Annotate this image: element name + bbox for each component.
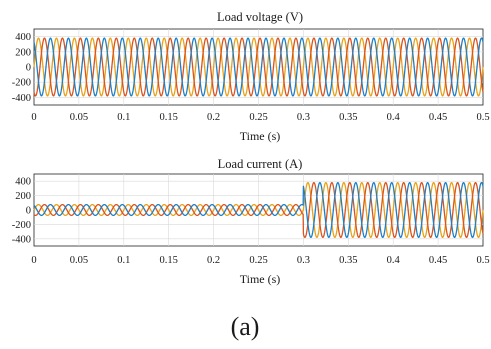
y-tick-label: -400 [12,93,31,104]
y-tick-label: -200 [12,220,31,231]
current-y-ticks: 400 200 0 -200 -400 [12,177,31,246]
y-tick-label: 200 [15,191,31,202]
x-tick-label: 0.4 [387,255,401,266]
x-tick-label: 0.3 [297,112,310,123]
x-tick-label: 0.45 [429,112,447,123]
current-trace-3 [33,181,484,239]
x-tick-label: 0.2 [207,112,220,123]
y-tick-label: 0 [26,63,31,74]
voltage-traces [33,37,484,97]
voltage-x-axis-label: Time (s) [240,129,281,143]
current-x-axis-label: Time (s) [240,272,281,286]
voltage-trace-2 [33,37,484,97]
current-x-ticks: 0 0.05 0.1 0.15 0.2 0.25 0.3 0.35 0.4 0.45 0.5 [31,255,489,266]
x-tick-label: 0.5 [476,255,489,266]
current-trace-2 [33,181,484,239]
y-tick-label: 0 [26,206,31,217]
x-tick-label: 0.15 [160,255,178,266]
voltage-panel: Load voltage (V) 400 200 0 -200 -400 0 0.05 0.… [12,10,490,143]
y-tick-label: 400 [15,32,31,43]
x-tick-label: 0 [31,255,36,266]
y-tick-label: 400 [15,177,31,188]
y-tick-label: -200 [12,78,31,89]
x-tick-label: 0.1 [117,112,130,123]
voltage-y-ticks: 400 200 0 -200 -400 [12,32,31,104]
voltage-trace-1 [33,37,484,97]
x-tick-label: 0.2 [207,255,220,266]
voltage-chart-title: Load voltage (V) [217,10,303,24]
current-traces [33,181,484,239]
voltage-trace-3 [33,37,484,97]
x-tick-label: 0.45 [429,255,447,266]
current-chart-title: Load current (A) [218,157,303,171]
x-tick-label: 0.05 [70,112,88,123]
x-tick-label: 0.15 [160,112,178,123]
y-tick-label: 200 [15,47,31,58]
x-tick-label: 0.35 [339,112,357,123]
x-tick-label: 0.4 [387,112,401,123]
y-tick-label: -400 [12,234,31,245]
current-trace-1 [33,181,484,239]
figure-caption: (a) [231,312,260,341]
x-tick-label: 0.25 [249,255,267,266]
x-tick-label: 0.5 [476,112,489,123]
x-tick-label: 0.35 [339,255,357,266]
x-tick-label: 0 [31,112,36,123]
x-tick-label: 0.3 [297,255,310,266]
x-tick-label: 0.25 [249,112,267,123]
current-panel: Load current (A) 400 200 0 -200 -400 0 0.05 0.… [12,157,490,286]
x-tick-label: 0.05 [70,255,88,266]
voltage-x-ticks: 0 0.05 0.1 0.15 0.2 0.25 0.3 0.35 0.4 0.45 0.5 [31,112,489,123]
x-tick-label: 0.1 [117,255,130,266]
